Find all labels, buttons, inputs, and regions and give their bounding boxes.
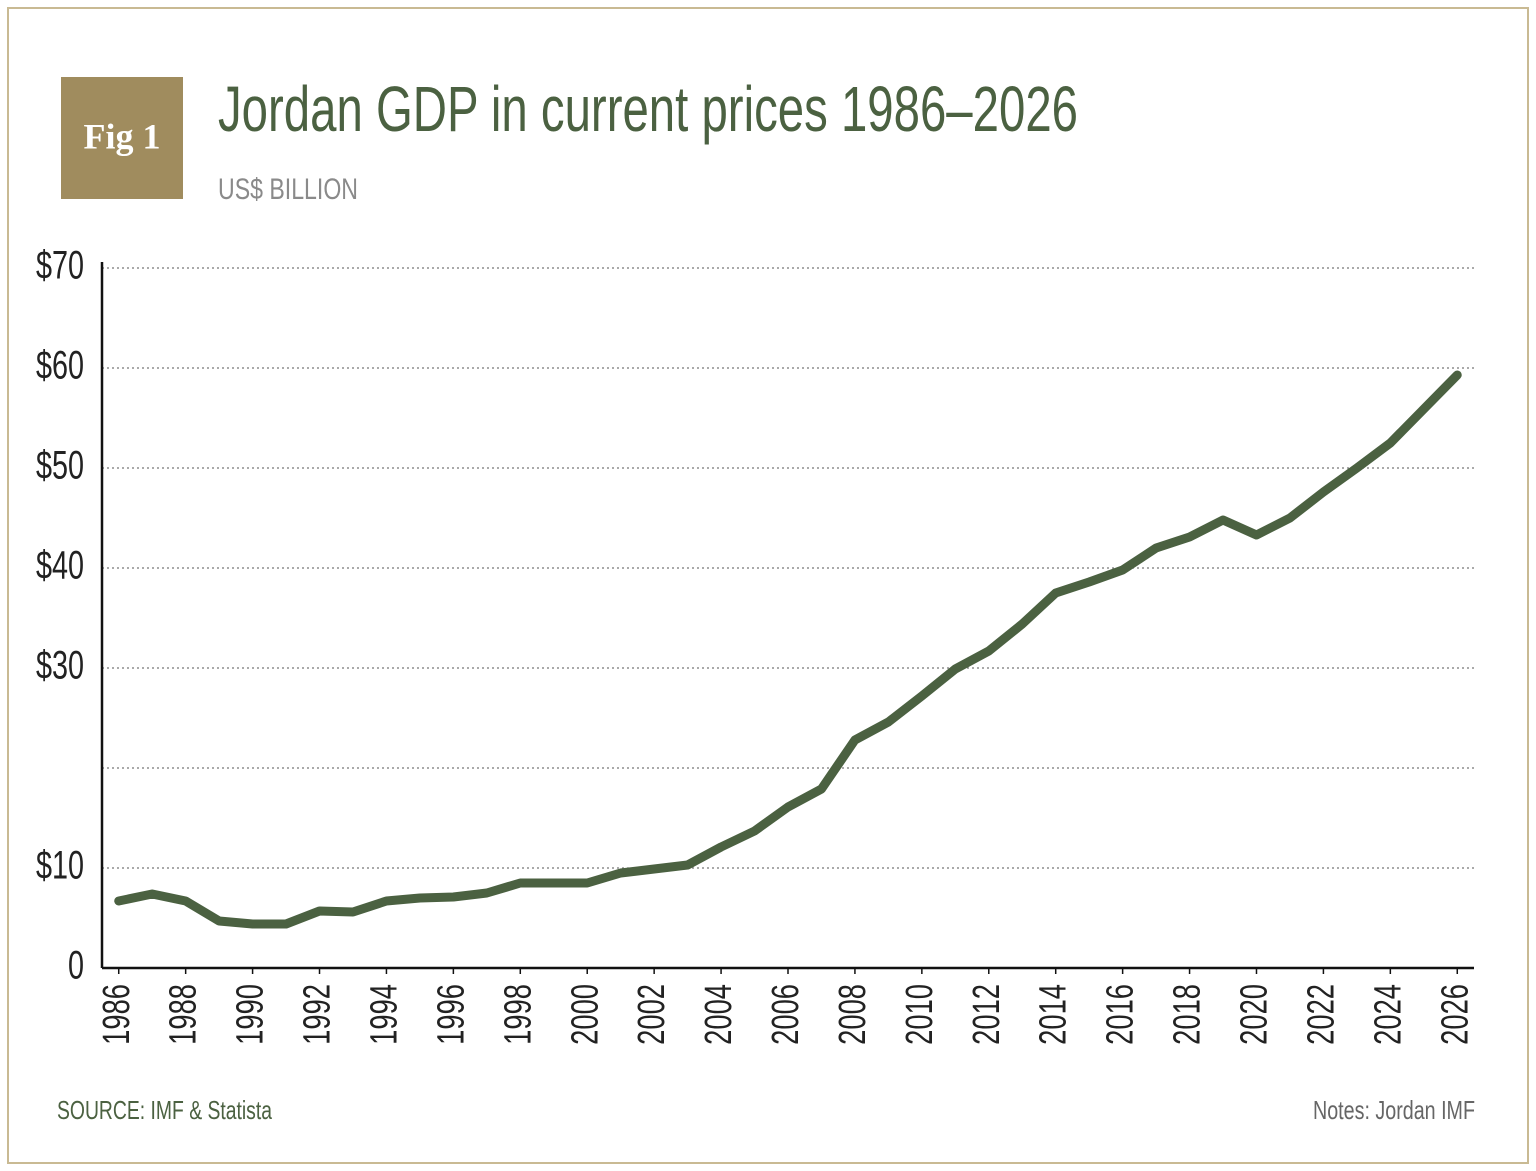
x-tick-group: 2024 bbox=[1367, 984, 1409, 1045]
x-tick-label: 1992 bbox=[296, 984, 338, 1045]
x-tick-group: 2018 bbox=[1166, 984, 1208, 1045]
x-tick-group: 2026 bbox=[1434, 984, 1476, 1045]
y-tick-group: $50 bbox=[36, 443, 84, 488]
x-tick-group: 2010 bbox=[899, 984, 941, 1045]
y-tick-group: $70 bbox=[36, 243, 84, 288]
x-tick-label: 1986 bbox=[95, 984, 137, 1045]
x-tick-label: 1994 bbox=[363, 984, 405, 1045]
x-tick-label: 2012 bbox=[966, 984, 1008, 1045]
y-tick-label: $40 bbox=[36, 543, 84, 588]
x-tick-group: 2022 bbox=[1300, 984, 1342, 1045]
y-tick-label: $50 bbox=[36, 443, 84, 488]
x-tick-label: 1988 bbox=[162, 984, 204, 1045]
y-tick-label: $30 bbox=[36, 643, 84, 688]
x-tick-label: 2008 bbox=[832, 984, 874, 1045]
x-tick-group: 1990 bbox=[229, 984, 271, 1045]
x-tick-label: 2022 bbox=[1300, 984, 1342, 1045]
x-tick-label: 2002 bbox=[631, 984, 673, 1045]
chart-subtitle: US$ BILLION bbox=[218, 173, 358, 206]
x-tick-group: 1992 bbox=[296, 984, 338, 1045]
y-tick-group: $60 bbox=[36, 343, 84, 388]
y-tick-group: $30 bbox=[36, 643, 84, 688]
badge-box bbox=[61, 77, 183, 199]
x-tick-group: 2012 bbox=[966, 984, 1008, 1045]
badge: Fig 1 bbox=[84, 116, 161, 156]
x-tick-group: 1986 bbox=[95, 984, 137, 1045]
x-tick-label: 2026 bbox=[1434, 984, 1476, 1045]
y-tick-group: 0 bbox=[68, 943, 84, 988]
x-tick-group: 2020 bbox=[1233, 984, 1275, 1045]
x-tick-group: 2014 bbox=[1032, 984, 1074, 1045]
x-tick-group: 1988 bbox=[162, 984, 204, 1045]
x-tick-group: 2002 bbox=[631, 984, 673, 1045]
notes: Notes: Jordan IMF bbox=[1313, 1095, 1475, 1125]
chart-title: Jordan GDP in current prices 1986–2026 bbox=[218, 73, 1078, 145]
y-tick-label: $70 bbox=[36, 243, 84, 288]
x-tick-label: 2006 bbox=[765, 984, 807, 1045]
x-tick-label: 1998 bbox=[497, 984, 539, 1045]
x-tick-label: 2024 bbox=[1367, 984, 1409, 1045]
x-tick-label: 2018 bbox=[1166, 984, 1208, 1045]
x-tick-group: 2006 bbox=[765, 984, 807, 1045]
x-tick-label: 1996 bbox=[430, 984, 472, 1045]
y-tick-group: $10 bbox=[36, 843, 84, 888]
x-tick-label: 2004 bbox=[698, 984, 740, 1045]
x-tick-label: 2010 bbox=[899, 984, 941, 1045]
x-tick-label: 2020 bbox=[1233, 984, 1275, 1045]
x-tick-group: 2000 bbox=[564, 984, 606, 1045]
x-tick-group: 1994 bbox=[363, 984, 405, 1045]
y-tick-label: 0 bbox=[68, 943, 84, 988]
x-tick-label: 2000 bbox=[564, 984, 606, 1045]
x-tick-group: 1998 bbox=[497, 984, 539, 1045]
frame bbox=[7, 7, 1529, 1164]
y-tick-label: $10 bbox=[36, 843, 84, 888]
source: SOURCE: IMF & Statista bbox=[57, 1095, 272, 1125]
data-line bbox=[114, 370, 1462, 929]
y-tick-label: $60 bbox=[36, 343, 84, 388]
x-tick-label: 2014 bbox=[1032, 984, 1074, 1045]
y-tick-group: $40 bbox=[36, 543, 84, 588]
x-tick-group: 2016 bbox=[1099, 984, 1141, 1045]
x-tick-group: 2004 bbox=[698, 984, 740, 1045]
x-tick-group: 2008 bbox=[832, 984, 874, 1045]
x-tick-label: 1990 bbox=[229, 984, 271, 1045]
x-tick-group: 1996 bbox=[430, 984, 472, 1045]
x-tick-label: 2016 bbox=[1099, 984, 1141, 1045]
